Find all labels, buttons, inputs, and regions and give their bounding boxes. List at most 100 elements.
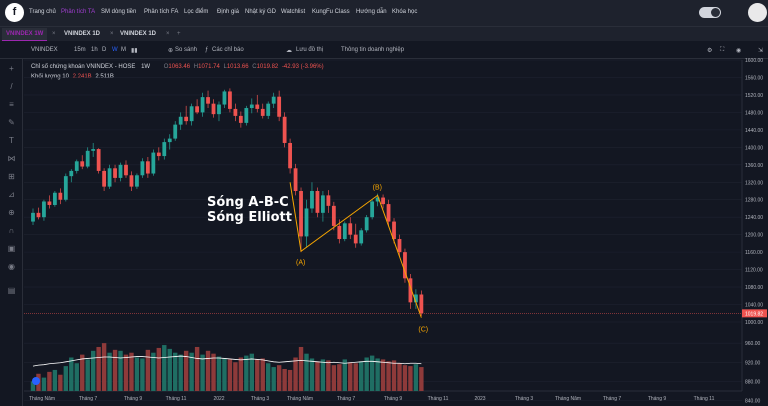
company-info-button[interactable]: Thông tin doanh nghiệp <box>341 47 405 53</box>
y-tick-label: 1200.00 <box>745 233 763 239</box>
y-tick-label: 1600.00 <box>745 58 763 64</box>
settings-icon[interactable]: ⚙ <box>707 48 713 54</box>
nav-item-7[interactable]: Watchlist <box>281 9 306 15</box>
symbol-search[interactable]: VNINDEX <box>31 47 58 53</box>
volume-bar <box>194 346 200 391</box>
interval-m[interactable]: M <box>121 47 126 53</box>
volume-bar <box>255 359 260 391</box>
camera-icon[interactable]: ◉ <box>736 48 742 54</box>
candle-body <box>348 223 353 235</box>
y-tick-label: 1240.00 <box>745 215 763 221</box>
interval-w[interactable]: W <box>112 47 118 53</box>
volume-bar <box>320 359 326 391</box>
chart-logo-icon <box>32 377 40 385</box>
user-avatar[interactable] <box>748 3 767 22</box>
theme-toggle[interactable] <box>699 7 721 18</box>
volume-bar <box>189 352 194 391</box>
zoom-icon[interactable]: ⊕ <box>8 208 15 217</box>
compare-button[interactable]: So sánh <box>175 47 198 53</box>
candle-body <box>173 124 178 139</box>
brush-icon[interactable]: ✎ <box>8 118 15 127</box>
x-tick-label: Tháng 11 <box>166 396 187 402</box>
save-chart-button[interactable]: Lưu đồ thị <box>296 47 324 53</box>
volume-bar <box>58 374 63 391</box>
x-tick-label: Tháng Năm <box>287 396 313 402</box>
close-icon[interactable]: × <box>52 31 56 37</box>
text-icon[interactable]: T <box>9 136 14 145</box>
volume-bar <box>375 358 380 391</box>
nav-item-3[interactable]: Phân tích FA <box>144 9 179 15</box>
candle-body <box>282 116 287 143</box>
interval-1h[interactable]: 1h <box>91 47 98 53</box>
volume-bar <box>287 369 293 391</box>
nav-item-9[interactable]: Hướng dẫn <box>356 9 387 15</box>
crosshair-icon[interactable]: + <box>9 64 14 73</box>
tab-vnindex-1d-2[interactable]: VNINDEX 1D <box>120 31 157 37</box>
ruler-icon[interactable]: ⊿ <box>8 190 15 199</box>
fullscreen-icon[interactable]: ⛶ <box>720 47 725 53</box>
candle-body <box>249 104 254 109</box>
legend-c-label: C <box>252 64 257 70</box>
volume-bar <box>227 359 233 391</box>
eye-icon[interactable]: ◉ <box>8 262 15 271</box>
pattern-icon[interactable]: ⋈ <box>7 154 16 163</box>
legend-close: 1019.82 <box>256 64 279 70</box>
close-icon[interactable]: × <box>110 31 114 37</box>
magnet-icon[interactable]: ∩ <box>8 226 15 235</box>
cloud-icon[interactable]: ☁ <box>286 48 292 54</box>
volume-bar <box>276 365 282 391</box>
close-icon[interactable]: × <box>166 31 170 37</box>
nav-item-10[interactable]: Khóa học <box>392 9 418 15</box>
y-tick-label: 1440.00 <box>745 128 763 134</box>
volume-bar <box>123 354 129 391</box>
volume-bar <box>402 365 408 391</box>
candle-body <box>217 104 221 115</box>
expand-icon[interactable]: ⇲ <box>758 48 764 54</box>
tab-vnindex-1d[interactable]: VNINDEX 1D <box>64 31 101 37</box>
annotation-line2: Sóng Elliott <box>207 210 292 225</box>
y-tick-label: 1160.00 <box>745 250 763 256</box>
add-tab-icon[interactable]: + <box>177 31 181 37</box>
interval-d[interactable]: D <box>102 47 107 53</box>
candle-body <box>167 138 172 143</box>
volume-bar <box>315 361 320 391</box>
volume-ma-value: 2.511B <box>95 74 114 80</box>
candle-body <box>414 294 418 303</box>
volume-bar <box>112 349 118 391</box>
candle-body <box>31 212 35 222</box>
volume-bar <box>200 354 205 391</box>
candle-body <box>370 201 375 218</box>
y-tick-label: 1320.00 <box>745 180 763 186</box>
nav-item-1[interactable]: Phân tích TA <box>61 9 96 15</box>
volume-bar <box>353 363 358 391</box>
volume-value: 2.241B <box>72 74 92 80</box>
nav-item-2[interactable]: SM dòng tiền <box>101 9 137 15</box>
candle-body <box>63 176 68 200</box>
legend-low: 1013.66 <box>226 64 249 70</box>
tab-vnindex-1w[interactable]: VNINDEX 1W <box>2 28 48 41</box>
y-tick-label: 1520.00 <box>745 93 763 99</box>
nav-item-6[interactable]: Nhật ký GD <box>245 9 277 15</box>
interval-15m[interactable]: 15m <box>74 47 86 53</box>
candle-type-icon[interactable]: ▮▮ <box>131 48 138 54</box>
nav-item-0[interactable]: Trang chủ <box>29 9 56 15</box>
candle-body <box>74 161 79 171</box>
nav-item-4[interactable]: Lọc điểm <box>184 9 209 15</box>
measure-icon[interactable]: ⊞ <box>8 172 15 181</box>
x-tick-label: Tháng Năm <box>29 396 55 402</box>
lock-icon[interactable]: ▣ <box>7 244 16 253</box>
nav-item-5[interactable]: Định giá <box>217 9 240 15</box>
trash-icon[interactable]: ▤ <box>7 286 16 295</box>
y-tick-label: 1280.00 <box>745 198 763 204</box>
fib-icon[interactable]: ≡ <box>9 100 14 109</box>
app-logo[interactable]: f <box>5 3 24 22</box>
nav-item-8[interactable]: KungFu Class <box>312 9 350 15</box>
candle-body <box>238 115 243 123</box>
compare-icon[interactable]: ⊕ <box>168 48 174 54</box>
indicators-button[interactable]: Các chỉ báo <box>212 47 244 53</box>
trendline-icon[interactable]: / <box>10 82 13 91</box>
candle-body <box>206 97 210 104</box>
indicators-icon[interactable]: ƒ <box>205 47 209 53</box>
candle-body <box>36 212 41 218</box>
